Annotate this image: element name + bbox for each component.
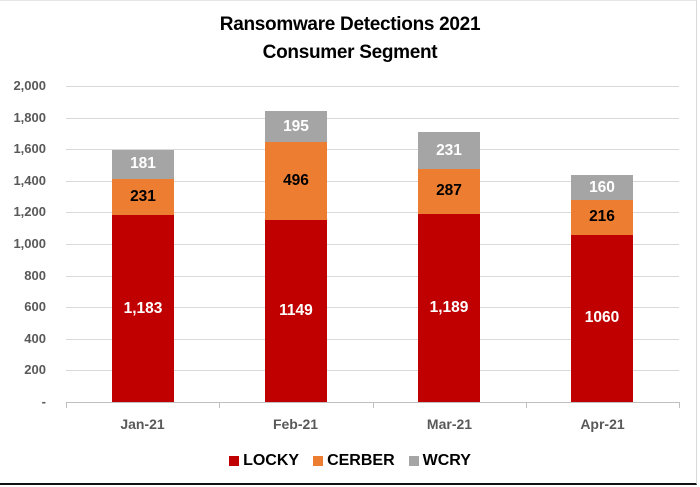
- y-tick-label: 1,600: [13, 141, 46, 156]
- x-axis-tick: [373, 402, 374, 408]
- chart-subtitle: Consumer Segment: [262, 42, 438, 63]
- y-tick-label: 200: [24, 362, 46, 377]
- legend-item-locky: LOCKY: [229, 452, 299, 470]
- bar-segment-wcry: 160: [571, 175, 633, 201]
- y-tick-label: 1,000: [13, 236, 46, 251]
- x-axis-tick: [66, 402, 67, 408]
- data-label: 181: [130, 155, 156, 173]
- y-tick-label: 1,200: [13, 204, 46, 219]
- legend-label: LOCKY: [243, 452, 300, 469]
- x-axis-tick: [526, 402, 527, 408]
- data-label: 195: [283, 117, 309, 135]
- gridline: [66, 181, 679, 182]
- data-label: 1060: [584, 309, 620, 327]
- bar-segment-locky: 1149: [265, 220, 327, 402]
- legend-item-wcry: WCRY: [408, 452, 471, 470]
- y-tick-label: 800: [24, 268, 46, 283]
- y-tick-label: 600: [24, 299, 46, 314]
- x-tick-label: Apr-21: [580, 416, 625, 432]
- x-tick-label: Mar-21: [426, 416, 473, 432]
- data-label: 160: [589, 178, 615, 196]
- bar-segment-locky: 1,183: [112, 215, 174, 402]
- legend-label: CERBER: [327, 452, 395, 469]
- x-axis-tick: [219, 402, 220, 408]
- y-tick-label: -: [41, 394, 46, 409]
- legend-swatch-icon: [229, 456, 240, 466]
- bar-segment-cerber: 496: [265, 142, 327, 221]
- gridline: [66, 118, 679, 119]
- x-axis-tick: [679, 402, 680, 408]
- data-label: 1,189: [429, 299, 469, 317]
- gridline: [66, 370, 679, 371]
- bar-segment-cerber: 216: [571, 200, 633, 235]
- chart-title: Ransomware Detections 2021: [219, 14, 481, 35]
- y-tick-label: 400: [24, 331, 46, 346]
- bar-segment-wcry: 231: [418, 132, 480, 169]
- data-label: 1149: [279, 302, 313, 320]
- data-label: 496: [283, 172, 309, 190]
- gridline: [66, 276, 679, 277]
- gridline: [66, 149, 679, 150]
- bar-segment-locky: 1060: [571, 234, 633, 402]
- data-label: 231: [436, 141, 462, 159]
- legend-item-cerber: CERBER: [313, 452, 395, 470]
- gridline: [66, 212, 679, 213]
- gridline: [66, 244, 679, 245]
- bar-segment-cerber: 287: [418, 168, 480, 215]
- gridline: [66, 307, 679, 308]
- bar-segment-cerber: 231: [112, 178, 174, 216]
- x-tick-label: Feb-21: [272, 416, 319, 432]
- y-tick-label: 1,400: [13, 173, 46, 188]
- bar-segment-wcry: 181: [112, 149, 174, 179]
- legend-swatch-icon: [313, 456, 324, 466]
- gridline: [66, 339, 679, 340]
- data-label: 231: [130, 187, 156, 205]
- data-label: 287: [436, 182, 462, 200]
- x-axis-line: [66, 402, 679, 403]
- data-label: 1,183: [123, 299, 163, 317]
- y-tick-label: 1,800: [13, 110, 46, 125]
- legend: LOCKY CERBER WCRY: [0, 452, 700, 470]
- gridline: [66, 86, 679, 87]
- x-tick-label: Jan-21: [120, 416, 165, 432]
- legend-swatch-icon: [408, 456, 419, 466]
- y-tick-label: 2,000: [13, 78, 46, 93]
- legend-label: WCRY: [422, 452, 471, 469]
- bar-segment-locky: 1,189: [418, 214, 480, 402]
- bar-segment-wcry: 195: [265, 111, 327, 143]
- data-label: 216: [589, 208, 615, 226]
